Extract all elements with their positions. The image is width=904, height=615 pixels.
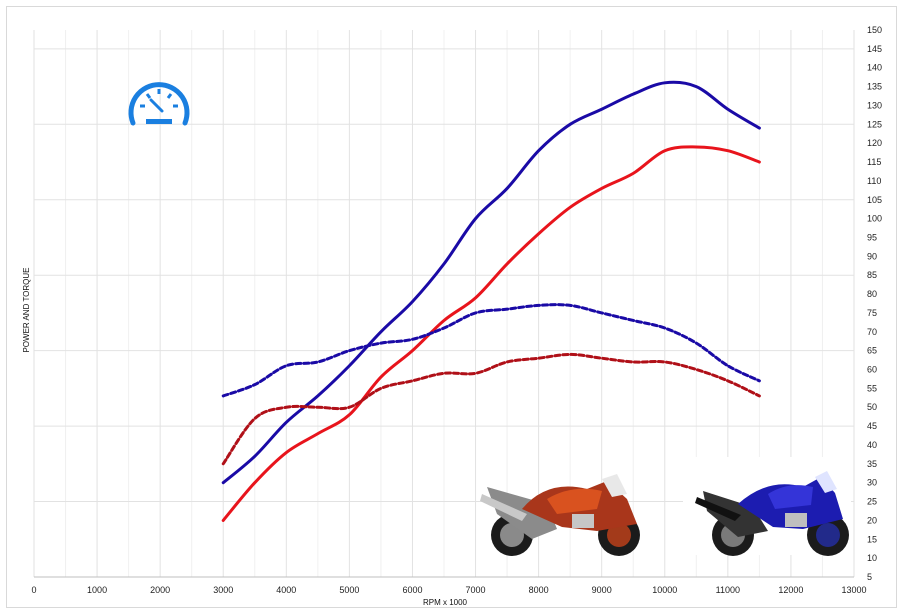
series-line-4 (221, 352, 761, 466)
series-layer (221, 80, 761, 522)
x-tick-label: 6000 (402, 585, 422, 595)
y-tick-label: 45 (867, 421, 877, 431)
y-tick-label: 20 (867, 515, 877, 525)
y-tick-label: 70 (867, 327, 877, 337)
red-motorcycle-image (480, 474, 640, 556)
y-tick-label: 110 (867, 176, 881, 186)
y-tick-label: 35 (867, 459, 877, 469)
chart-svg: 0 1000 2000 3000 4000 5000 6000 7000 8000 9000 100… (22, 25, 882, 607)
y-tick-label: 80 (867, 289, 877, 299)
x-tick-label: 2000 (150, 585, 170, 595)
y-tick-label: 85 (867, 270, 877, 280)
x-tick-label: 4000 (276, 585, 296, 595)
x-tick-label: 9000 (592, 585, 612, 595)
series-line-1 (221, 80, 761, 485)
x-axis-title: RPM x 1000 (423, 598, 468, 607)
y-tick-label: 120 (867, 138, 882, 148)
y-tick-label: 25 (867, 497, 877, 507)
x-tick-label: 1000 (87, 585, 107, 595)
y-tick-label: 135 (867, 82, 882, 92)
x-tick-label: 8000 (529, 585, 549, 595)
y-tick-label: 15 (867, 534, 877, 544)
y-tick-label: 30 (867, 478, 877, 488)
x-tick-label: 0 (31, 585, 36, 595)
y-tick-label: 145 (867, 44, 882, 54)
y-axis-title: POWER AND TORQUE (22, 267, 31, 352)
x-tick-label: 3000 (213, 585, 233, 595)
x-tick-label: 5000 (339, 585, 359, 595)
chart-frame: 0 1000 2000 3000 4000 5000 6000 7000 8000 9000 100… (6, 6, 897, 608)
tick-label-layer: 0 1000 2000 3000 4000 5000 6000 7000 8000 9000 100… (31, 25, 882, 595)
y-tick-label: 150 (867, 25, 882, 35)
x-tick-label: 11000 (716, 585, 740, 595)
x-tick-label: 10000 (652, 585, 677, 595)
y-tick-label: 65 (867, 346, 877, 356)
y-tick-label: 105 (867, 195, 882, 205)
x-tick-label: 7000 (466, 585, 486, 595)
y-tick-label: 75 (867, 308, 877, 318)
y-tick-label: 40 (867, 440, 877, 450)
y-tick-label: 55 (867, 383, 877, 393)
y-tick-label: 50 (867, 402, 877, 412)
speedometer-icon (128, 82, 190, 126)
y-tick-label: 10 (867, 553, 877, 563)
series-line-2 (221, 145, 761, 522)
y-tick-label: 100 (867, 214, 882, 224)
y-tick-label: 95 (867, 232, 877, 242)
y-tick-label: 130 (867, 100, 882, 110)
blue-motorcycle-image (683, 457, 851, 556)
y-tick-label: 115 (867, 157, 881, 167)
y-tick-label: 60 (867, 365, 877, 375)
y-tick-label: 140 (867, 63, 882, 73)
x-tick-label: 13000 (841, 585, 866, 595)
y-tick-label: 5 (867, 572, 872, 582)
series-line-3 (221, 303, 761, 398)
y-tick-label: 90 (867, 251, 877, 261)
x-tick-label: 12000 (778, 585, 803, 595)
y-tick-label: 125 (867, 119, 882, 129)
